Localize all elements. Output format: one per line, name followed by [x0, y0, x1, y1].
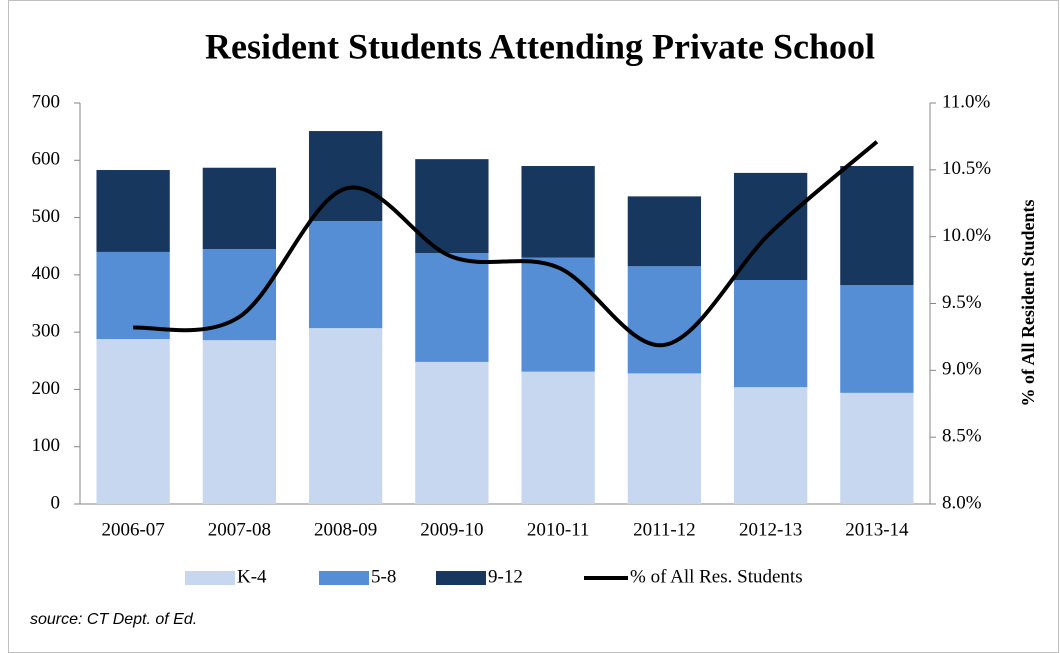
bar-segment [96, 339, 170, 504]
bar-segment [627, 196, 702, 267]
x-tick-label: 2008-09 [314, 519, 377, 540]
x-tick-label: 2011-12 [633, 519, 696, 540]
y2-tick-label: 9.0% [942, 359, 982, 380]
x-tick-label: 2007-08 [208, 519, 271, 540]
legend-label: % of All Res. Students [630, 566, 803, 587]
legend-label: K-4 [237, 566, 267, 587]
legend-label: 5-8 [371, 566, 396, 587]
bar-segment [521, 257, 595, 372]
x-tick-label: 2012-13 [739, 519, 802, 540]
chart-title: Resident Students Attending Private Scho… [205, 26, 875, 66]
legend-swatch [436, 571, 486, 585]
bar-segment [202, 340, 277, 504]
bar-segment [415, 159, 489, 254]
y-tick-label: 0 [51, 492, 61, 513]
y2-tick-label: 9.5% [942, 292, 982, 313]
bar-segment [733, 387, 808, 504]
bar-segment [96, 170, 170, 252]
y-tick-label: 700 [32, 91, 61, 112]
legend-swatch [185, 571, 235, 585]
y-tick-label: 100 [32, 435, 61, 456]
bar-segment [840, 166, 914, 286]
y-tick-label: 500 [32, 206, 61, 227]
bar-segment [627, 373, 702, 504]
y-tick-label: 400 [32, 263, 61, 284]
bar-segment [308, 221, 383, 329]
bar-segment [627, 266, 702, 374]
legend-swatch [319, 571, 369, 585]
bar-segment [308, 328, 383, 504]
line-series [132, 140, 879, 348]
bar-segment [521, 166, 595, 258]
bar-segment [733, 280, 808, 388]
bar-segment [840, 392, 914, 504]
x-tick-label: 2013-14 [845, 519, 909, 540]
x-tick-label: 2006-07 [101, 519, 164, 540]
legend-label: 9-12 [488, 566, 523, 587]
y2-tick-label: 8.0% [942, 492, 982, 513]
y-tick-label: 600 [32, 149, 61, 170]
bar-segment [840, 285, 914, 393]
source-note: source: CT Dept. of Ed. [30, 611, 197, 628]
bar-segment [202, 167, 277, 250]
bar-segment [521, 371, 595, 504]
y-tick-label: 300 [32, 321, 61, 342]
bar-segment [96, 251, 170, 340]
bar-segment [415, 361, 489, 504]
y2-axis-label: % of All Resident Students [1018, 199, 1038, 406]
y2-tick-label: 11.0% [942, 91, 991, 112]
bar-segment [415, 253, 489, 362]
x-tick-label: 2009-10 [420, 519, 483, 540]
y2-tick-label: 10.0% [942, 225, 991, 246]
y2-tick-label: 8.5% [942, 426, 982, 447]
y2-tick-label: 10.5% [942, 158, 991, 179]
x-tick-label: 2010-11 [527, 519, 590, 540]
y-tick-label: 200 [32, 378, 61, 399]
